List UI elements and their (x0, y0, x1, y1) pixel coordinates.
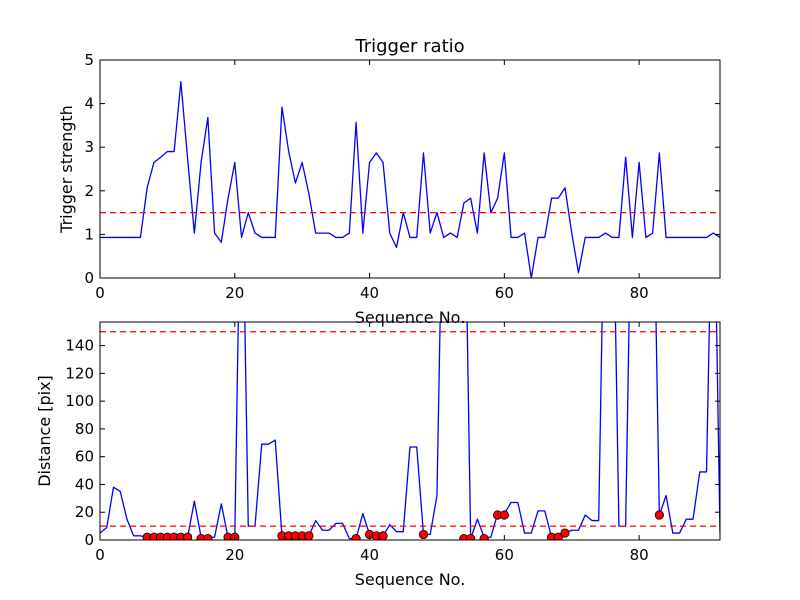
data-point (479, 534, 489, 540)
series-line (100, 81, 720, 278)
x-tick-label: 0 (95, 546, 105, 564)
x-tick-label: 80 (630, 546, 649, 564)
x-tick-label: 20 (225, 284, 244, 302)
axes-frame (99, 59, 721, 279)
y-tick-label: 60 (75, 448, 94, 466)
data-point (203, 534, 213, 540)
data-point (304, 531, 314, 540)
x-tick-label: 0 (95, 284, 105, 302)
data-point (418, 529, 429, 540)
y-tick-label: 80 (75, 420, 94, 438)
axes-frame (99, 321, 721, 541)
data-point (553, 532, 563, 540)
y-tick-label: 2 (84, 182, 94, 200)
y-tick-label: 100 (65, 392, 94, 410)
x-axis-label: Sequence No. (355, 570, 466, 589)
data-point (183, 532, 193, 540)
y-tick-label: 20 (75, 503, 94, 521)
bottom-chart-panel: 0 20 40 60 80 0 20 40 60 80 100 120 140 Sequence No. D… (35, 321, 721, 589)
x-tick-label: 60 (495, 546, 514, 564)
data-point (499, 510, 509, 520)
data-point (654, 510, 664, 520)
y-tick-label: 1 (84, 225, 94, 243)
x-tick-label: 40 (360, 284, 379, 302)
y-tick-label: 0 (84, 531, 94, 549)
data-point (466, 534, 476, 540)
plot-area (100, 322, 720, 540)
y-tick-label: 3 (84, 138, 94, 156)
chart-title: Trigger ratio (354, 36, 464, 57)
x-tick-label: 60 (495, 284, 514, 302)
y-tick-label: 120 (65, 364, 94, 382)
y-tick-label: 140 (65, 337, 94, 355)
y-tick-label: 5 (84, 51, 94, 69)
top-chart-panel: 0 20 40 60 80 0 1 2 3 4 5 Trigger ratio Sequence No.… (57, 36, 721, 327)
plot-area (100, 81, 720, 278)
data-point (351, 534, 361, 540)
x-axis-label: Sequence No. (355, 308, 466, 327)
data-point (560, 528, 570, 538)
y-tick-label: 4 (84, 95, 94, 113)
y-axis-label: Trigger strength (57, 105, 76, 234)
y-tick-label: 40 (75, 475, 94, 493)
y-axis-label: Distance [pix] (35, 375, 54, 487)
y-tick-label: 0 (84, 269, 94, 287)
x-tick-label: 40 (360, 546, 379, 564)
data-point (378, 531, 388, 540)
x-tick-label: 20 (225, 546, 244, 564)
x-tick-label: 80 (630, 284, 649, 302)
